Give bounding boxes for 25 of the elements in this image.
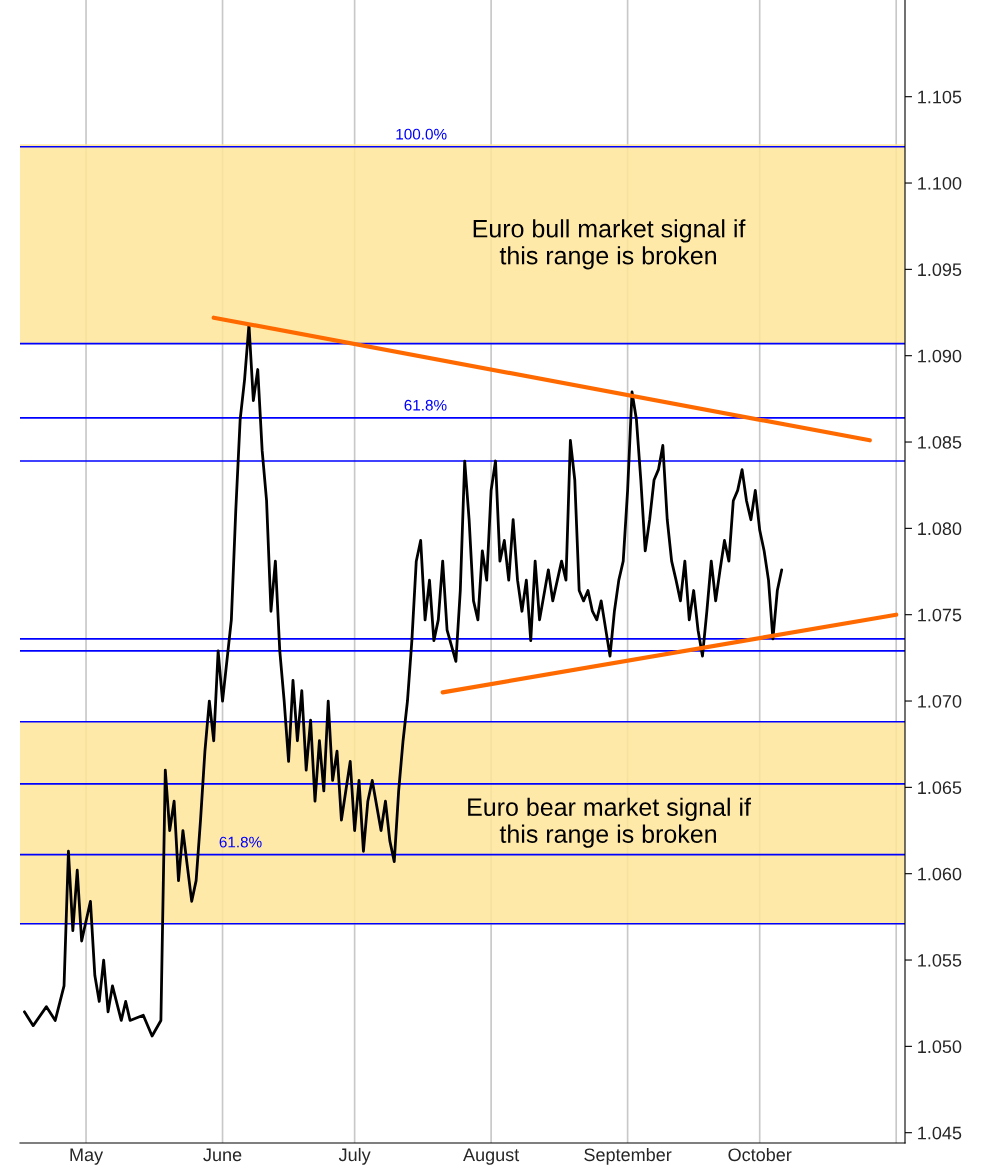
x-tick-label: September bbox=[584, 1147, 672, 1165]
band-label: Euro bear market signal if this range is broken bbox=[468, 797, 751, 848]
x-tick-label: July bbox=[338, 1147, 371, 1165]
line-series bbox=[23, 323, 784, 1038]
x-tick-label: August bbox=[463, 1148, 520, 1165]
y-tick-label: 1.080 bbox=[918, 522, 962, 536]
x-tick-label: June bbox=[203, 1148, 242, 1162]
y-tick-label: 1.065 bbox=[918, 781, 962, 795]
x-tick-label: October bbox=[728, 1147, 792, 1162]
annotation: 61.8% bbox=[219, 836, 262, 848]
annotation: 61.8% bbox=[404, 399, 447, 411]
y-tick-label: 1.075 bbox=[918, 608, 962, 622]
band-label: Euro bull market signal if this range is broken bbox=[473, 219, 746, 270]
y-tick-label: 1.090 bbox=[918, 349, 962, 363]
y-tick-label: 1.050 bbox=[918, 1040, 962, 1054]
y-tick-label: 1.070 bbox=[918, 694, 962, 708]
annotation: 100.0% bbox=[396, 128, 447, 140]
y-tick-label: 1.085 bbox=[918, 435, 962, 449]
y-tick-label: 1.095 bbox=[918, 263, 962, 277]
y-tick-label: 1.060 bbox=[918, 867, 962, 881]
y-tick-label: 1.045 bbox=[918, 1126, 962, 1140]
y-tick-label: 1.055 bbox=[918, 953, 962, 967]
y-tick-label: 1.100 bbox=[918, 176, 962, 190]
x-tick-label: May bbox=[70, 1148, 104, 1165]
y-tick-label: 1.105 bbox=[918, 90, 962, 104]
